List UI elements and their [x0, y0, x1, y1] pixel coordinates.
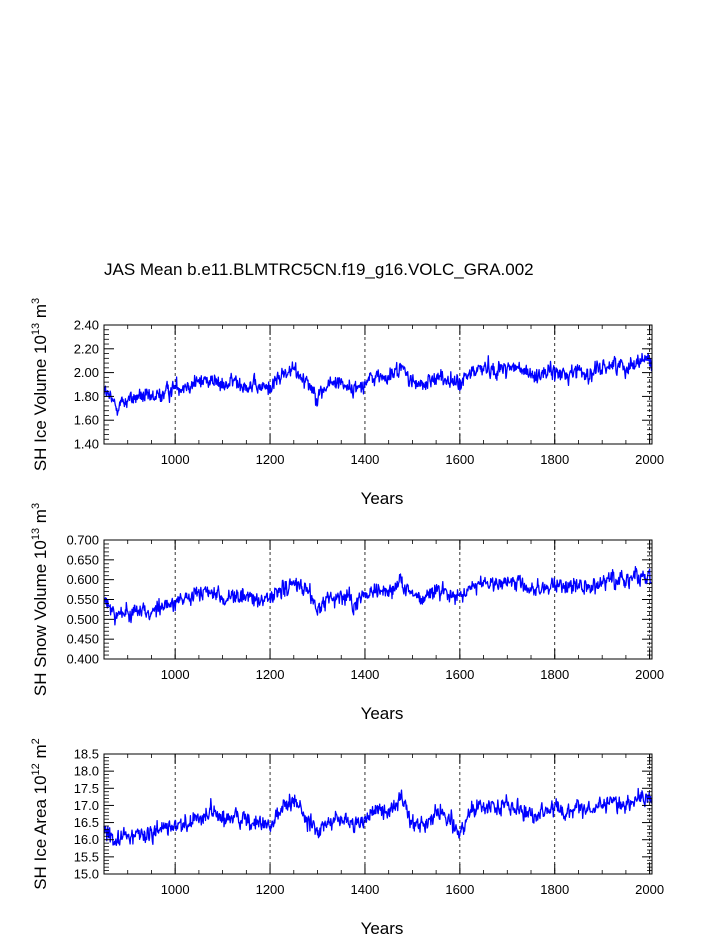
snow-volume-x-tick-label: 1600 [445, 667, 474, 682]
snow-volume-y-tick-label: 0.650 [66, 552, 99, 567]
ice-area-y-tick-label: 17.5 [74, 781, 99, 796]
snow-volume-y-axis-label-unit: m [31, 509, 50, 528]
ice-volume-y-tick-label: 1.80 [74, 389, 99, 404]
snow-volume-x-tick-label: 1000 [161, 667, 190, 682]
ice-volume-series-line [103, 352, 653, 416]
ice-area-y-axis-label: SH Ice Area 1012 m2 [30, 738, 50, 890]
ice-volume-y-tick-label: 1.40 [74, 437, 99, 452]
snow-volume-x-tick-label: 1400 [350, 667, 379, 682]
ice-area-y-tick-label: 16.5 [74, 815, 99, 830]
snow-volume-x-axis-label: Years [361, 704, 404, 723]
ice-area-y-tick-label: 17.0 [74, 798, 99, 813]
ice-volume-y-tick-label: 2.40 [74, 318, 99, 333]
ice-volume-x-tick-label: 1000 [161, 452, 190, 467]
ice-area-y-tick-label: 16.0 [74, 832, 99, 847]
ice-area-y-axis-label-exponent: 12 [30, 763, 42, 775]
ice-volume-x-axis-label: Years [361, 489, 404, 508]
ice-volume-y-axis-label-unit-exponent: 3 [30, 298, 42, 304]
ice-volume-x-tick-label: 1800 [540, 452, 569, 467]
ice-area-x-tick-label: 1600 [445, 882, 474, 897]
ice-volume-y-tick-label: 2.20 [74, 341, 99, 356]
snow-volume-y-axis-label-exponent: 13 [30, 528, 42, 540]
snow-volume-y-axis-label-unit-exponent: 3 [30, 503, 42, 509]
ice-area-y-axis-label-main: SH Ice Area 10 [31, 775, 50, 889]
ice-area-x-tick-label: 1400 [350, 882, 379, 897]
ice-volume-frame [103, 324, 653, 445]
ice-volume-y-tick-label: 1.60 [74, 413, 99, 428]
ice-volume-y-axis-label-main: SH Ice Volume 10 [31, 335, 50, 471]
ice-volume-y-axis-label-exponent: 13 [30, 323, 42, 335]
snow-volume-x-tick-label: 2000 [635, 667, 664, 682]
snow-volume-y-tick-label: 0.500 [66, 612, 99, 627]
snow-volume-y-tick-label: 0.450 [66, 632, 99, 647]
snow-volume-y-axis-label-main: SH Snow Volume 10 [31, 540, 50, 696]
ice-area-y-axis-label-unit-exponent: 2 [30, 738, 42, 744]
ice-area-x-tick-label: 2000 [635, 882, 664, 897]
ice-area-x-tick-label: 1200 [256, 882, 285, 897]
ice-area-y-axis-label-unit: m [31, 744, 50, 763]
ice-volume-y-axis-label: SH Ice Volume 1013 m3 [30, 298, 50, 471]
ice-volume-y-tick-label: 2.00 [74, 365, 99, 380]
ice-area-x-axis-label: Years [361, 919, 404, 935]
snow-volume-y-tick-label: 0.700 [66, 533, 99, 548]
snow-volume-x-tick-label: 1800 [540, 667, 569, 682]
snow-volume-y-tick-label: 0.550 [66, 592, 99, 607]
panel-ice-volume: 1000 1200 1400 1600 1800 2000 1.40 1.60 1.80 2.00… [30, 298, 664, 508]
ice-volume-x-tick-label: 1600 [445, 452, 474, 467]
ice-area-frame [103, 753, 653, 875]
snow-volume-frame [103, 539, 653, 660]
ice-area-y-tick-label: 18.5 [74, 747, 99, 762]
ice-area-x-tick-label: 1000 [161, 882, 190, 897]
ice-area-y-tick-label: 15.5 [74, 849, 99, 864]
snow-volume-y-tick-label: 0.400 [66, 652, 99, 667]
ice-volume-x-tick-label: 2000 [635, 452, 664, 467]
panel-snow-volume: 1000 1200 1400 1600 1800 2000 0.400 0.450 0.500 0… [30, 503, 664, 723]
ice-area-y-tick-label: 15.0 [74, 867, 99, 882]
snow-volume-y-tick-label: 0.600 [66, 572, 99, 587]
ice-volume-y-axis-label-unit: m [31, 304, 50, 323]
panel-ice-area: 1000 1200 1400 1600 1800 2000 15.0 15.5 16.0 16.5… [30, 738, 664, 935]
ice-volume-x-tick-label: 1200 [256, 452, 285, 467]
figure-title: JAS Mean b.e11.BLMTRC5CN.f19_g16.VOLC_GR… [104, 260, 534, 279]
ice-area-series-line [103, 787, 653, 847]
snow-volume-x-tick-label: 1200 [256, 667, 285, 682]
snow-volume-series-line [103, 565, 653, 626]
ice-area-y-tick-label: 18.0 [74, 764, 99, 779]
ice-area-x-tick-label: 1800 [540, 882, 569, 897]
ice-volume-x-tick-label: 1400 [350, 452, 379, 467]
snow-volume-y-axis-label: SH Snow Volume 1013 m3 [30, 503, 50, 696]
